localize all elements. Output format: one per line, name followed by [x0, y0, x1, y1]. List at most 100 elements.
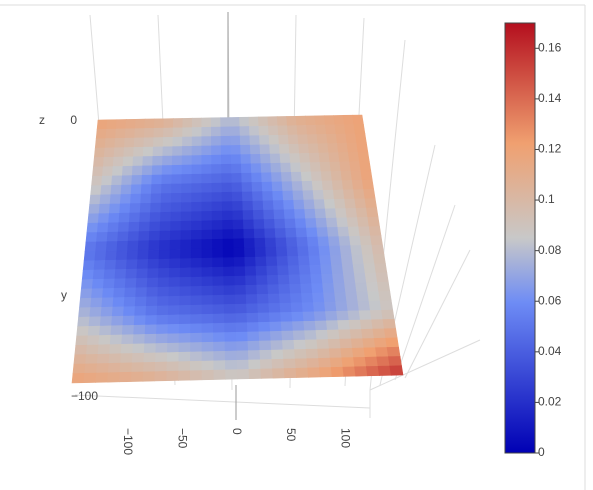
surface-patch — [190, 239, 203, 250]
surface-patch — [145, 305, 158, 317]
surface-patch — [334, 292, 348, 303]
surface-patch — [85, 232, 98, 243]
surface-patch — [353, 273, 367, 284]
surface-patch — [220, 154, 232, 165]
surface-patch — [259, 135, 270, 146]
surface-patch — [271, 172, 283, 183]
surface-patch — [321, 273, 334, 284]
surface-patch — [102, 288, 115, 299]
surface-patch — [351, 254, 365, 265]
surface-patch — [153, 127, 164, 138]
surface-patch — [262, 191, 274, 202]
surface-patch — [201, 341, 214, 353]
surface-patch — [312, 301, 326, 313]
surface-patch — [148, 240, 161, 251]
surface-patch — [179, 304, 192, 316]
surface-patch — [92, 269, 106, 280]
surface-patch — [312, 292, 325, 303]
surface-patch — [295, 115, 307, 126]
surface-patch — [316, 339, 330, 350]
surface-patch — [312, 190, 325, 201]
surface-patch — [201, 257, 213, 268]
surface-patch — [323, 199, 336, 210]
surface-patch — [181, 155, 193, 166]
surface-patch — [323, 115, 336, 126]
surface-patch — [148, 249, 160, 260]
surface-patch — [224, 350, 238, 361]
surface-patch — [221, 191, 233, 203]
surface-patch — [275, 246, 288, 257]
surface-patch — [155, 352, 168, 363]
surface-patch — [114, 137, 126, 149]
surface-patch — [121, 334, 134, 345]
surface-patch — [180, 220, 192, 232]
surface-patch — [170, 192, 182, 204]
surface-patch — [131, 165, 143, 176]
surface-patch — [211, 201, 223, 212]
surface-patch — [131, 175, 143, 186]
surface-patch — [350, 245, 363, 256]
surface-patch — [286, 246, 299, 257]
surface-patch — [336, 142, 349, 154]
surface-patch — [213, 341, 226, 352]
surface-patch — [302, 190, 315, 201]
surface-patch — [271, 349, 284, 360]
surface-patch — [133, 315, 147, 326]
surface-patch — [139, 202, 152, 214]
surface-patch — [130, 184, 142, 195]
surface-patch — [361, 179, 375, 190]
surface-patch — [201, 285, 214, 297]
surface-patch — [153, 118, 165, 129]
surface-patch — [109, 334, 123, 345]
surface-patch — [78, 307, 91, 318]
surface-patch — [91, 278, 105, 290]
surface-patch — [150, 184, 162, 195]
surface-patch — [292, 321, 305, 332]
surface-patch — [157, 286, 170, 298]
surface-patch — [270, 162, 282, 174]
surface-patch — [252, 191, 264, 202]
surface-patch — [294, 349, 308, 360]
surface-patch — [269, 153, 281, 164]
surface-patch — [190, 314, 203, 325]
surface-patch — [212, 304, 225, 315]
surface-patch — [318, 245, 331, 257]
surface — [71, 114, 404, 384]
surface-patch — [279, 153, 291, 164]
surface-patch — [134, 118, 146, 129]
surface-patch — [145, 315, 158, 326]
surface-patch — [231, 191, 243, 202]
surface-patch — [111, 175, 123, 186]
surface-patch — [378, 291, 392, 302]
surface-patch — [234, 294, 247, 305]
surface-patch — [231, 163, 242, 174]
surface-patch — [357, 217, 370, 228]
surface-patch — [179, 286, 192, 297]
surface-patch — [156, 305, 169, 316]
surface-patch — [138, 221, 151, 232]
surface-patch — [179, 267, 192, 278]
surface-patch — [99, 194, 112, 205]
surface-patch — [241, 172, 253, 183]
surface-patch — [212, 248, 224, 259]
surface-patch — [151, 174, 163, 185]
surface-patch — [303, 320, 317, 332]
surface-patch — [241, 191, 254, 202]
surface-patch — [84, 241, 97, 252]
surface-patch — [132, 343, 145, 354]
surface-patch — [273, 209, 286, 220]
surface-patch — [190, 342, 203, 353]
surface-patch — [297, 246, 310, 257]
surface-patch — [113, 287, 126, 299]
surface-patch — [124, 278, 137, 289]
surface-patch — [163, 127, 174, 138]
surface-patch — [259, 359, 273, 370]
surface-patch — [99, 325, 112, 336]
surface-patch — [301, 302, 315, 313]
surface-patch — [190, 276, 203, 287]
surface-patch — [118, 371, 132, 383]
surface-patch — [190, 323, 203, 334]
surface-patch — [372, 253, 386, 265]
surface-patch — [211, 192, 223, 203]
surface-patch — [191, 117, 203, 128]
